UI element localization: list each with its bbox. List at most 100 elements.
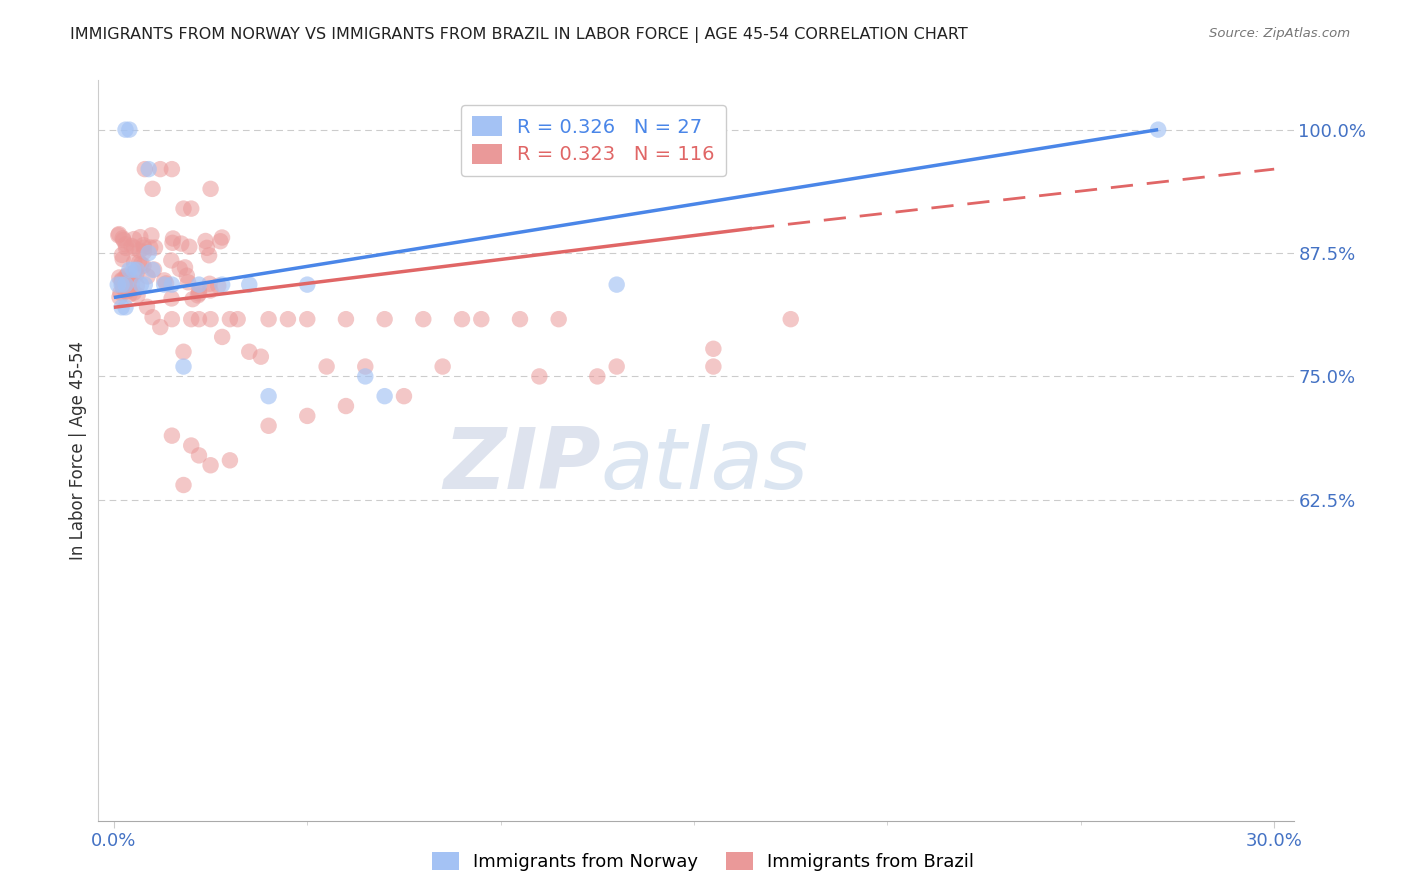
Point [114, 122, 136, 136]
Point [129, 257, 152, 271]
Point [779, 312, 801, 326]
Point [207, 278, 229, 293]
Point [173, 202, 195, 216]
Point [226, 312, 249, 326]
Point [153, 277, 176, 292]
Point [392, 389, 415, 403]
Point [110, 273, 132, 287]
Point [297, 409, 319, 423]
Point [181, 292, 204, 306]
Point [115, 285, 138, 299]
Point [219, 312, 242, 326]
Point [111, 277, 134, 292]
Point [134, 277, 156, 292]
Y-axis label: In Labor Force | Age 45-54: In Labor Force | Age 45-54 [69, 341, 87, 560]
Point [179, 240, 201, 254]
Point [143, 241, 166, 255]
Point [374, 312, 396, 326]
Point [142, 182, 165, 196]
Point [188, 286, 211, 301]
Point [219, 453, 242, 467]
Point [412, 312, 434, 326]
Point [111, 248, 134, 262]
Point [134, 162, 156, 177]
Point [118, 122, 141, 136]
Point [257, 312, 280, 326]
Point [250, 350, 273, 364]
Point [132, 259, 155, 273]
Point [211, 330, 233, 344]
Point [122, 285, 145, 300]
Point [155, 277, 177, 291]
Point [180, 438, 202, 452]
Point [432, 359, 454, 374]
Point [122, 232, 145, 246]
Point [110, 285, 132, 300]
Point [187, 288, 209, 302]
Point [529, 369, 551, 384]
Point [127, 288, 149, 302]
Point [335, 312, 357, 326]
Point [162, 235, 184, 250]
Point [470, 312, 492, 326]
Point [122, 241, 145, 255]
Point [107, 277, 129, 292]
Point [122, 262, 145, 277]
Point [170, 236, 193, 251]
Point [188, 312, 211, 326]
Point [138, 162, 160, 177]
Point [211, 230, 233, 244]
Point [149, 162, 172, 177]
Point [111, 301, 134, 315]
Point [180, 202, 202, 216]
Point [129, 230, 152, 244]
Point [141, 228, 163, 243]
Text: ZIP: ZIP [443, 424, 600, 507]
Point [238, 277, 260, 292]
Point [176, 268, 198, 283]
Point [509, 312, 531, 326]
Point [200, 312, 222, 326]
Point [606, 277, 628, 292]
Point [160, 428, 183, 442]
Point [132, 241, 155, 255]
Point [194, 234, 217, 248]
Point [139, 240, 162, 254]
Text: atlas: atlas [600, 424, 808, 507]
Point [122, 255, 145, 269]
Point [160, 162, 183, 177]
Point [315, 359, 337, 374]
Point [1147, 122, 1170, 136]
Legend: Immigrants from Norway, Immigrants from Brazil: Immigrants from Norway, Immigrants from … [425, 845, 981, 879]
Point [121, 239, 143, 253]
Point [142, 262, 165, 277]
Point [297, 312, 319, 326]
Point [108, 227, 131, 241]
Point [374, 389, 396, 403]
Point [257, 389, 280, 403]
Point [114, 277, 136, 292]
Point [200, 284, 222, 298]
Point [160, 292, 183, 306]
Point [160, 277, 183, 292]
Point [149, 320, 172, 334]
Point [451, 312, 474, 326]
Point [127, 262, 149, 277]
Point [111, 252, 134, 266]
Point [112, 281, 135, 295]
Point [138, 246, 160, 260]
Point [606, 359, 628, 374]
Point [297, 277, 319, 292]
Point [124, 266, 146, 280]
Point [586, 369, 609, 384]
Point [702, 359, 724, 374]
Point [117, 268, 139, 282]
Point [211, 277, 233, 292]
Point [198, 277, 221, 291]
Point [188, 277, 211, 292]
Point [200, 182, 222, 196]
Point [114, 237, 136, 252]
Point [121, 277, 143, 292]
Point [117, 283, 139, 297]
Point [114, 301, 136, 315]
